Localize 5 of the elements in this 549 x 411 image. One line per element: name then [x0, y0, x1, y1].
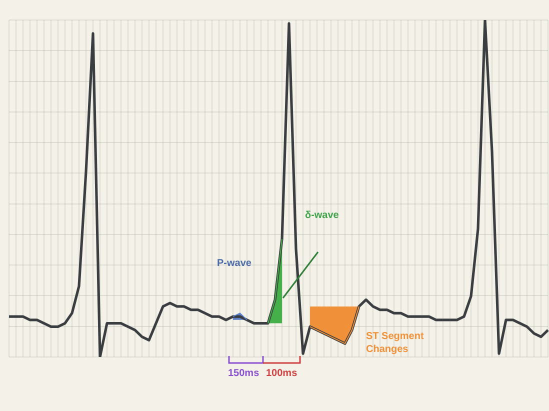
annotation: ST Segment Changes — [366, 330, 425, 356]
text: 100ms — [266, 367, 298, 380]
annotation: δ-wave — [305, 209, 340, 222]
text: 150ms — [228, 368, 260, 379]
annotation: P-wave — [217, 257, 252, 270]
